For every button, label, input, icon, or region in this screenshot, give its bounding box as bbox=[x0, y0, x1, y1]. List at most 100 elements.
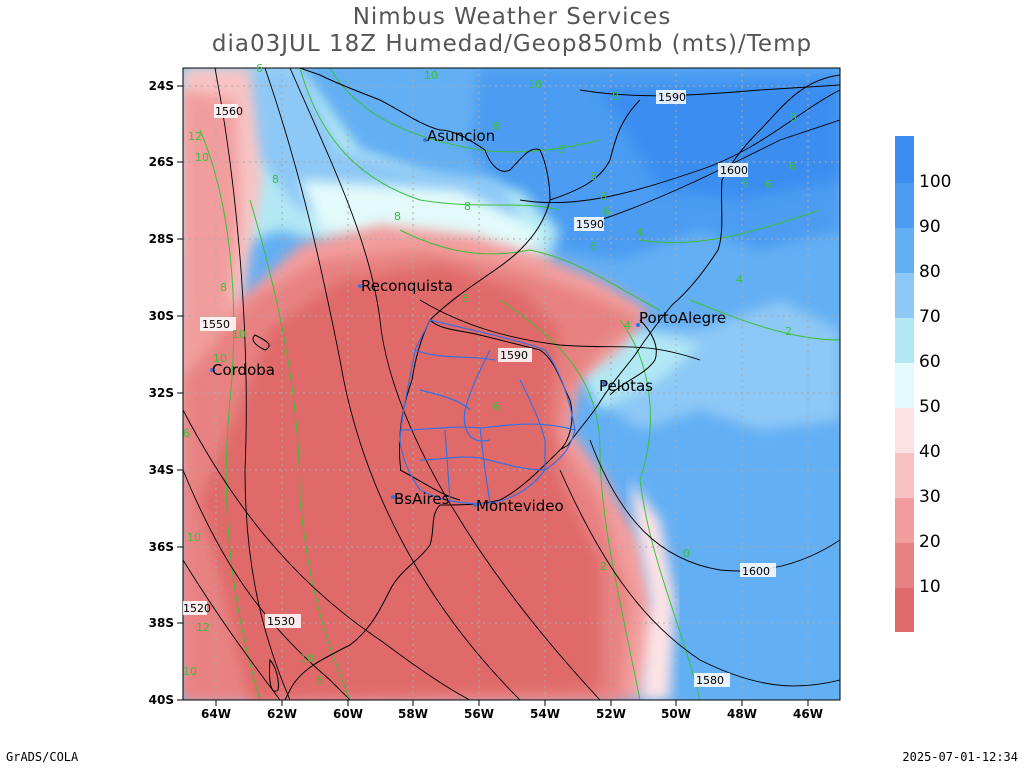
geop-label: 1520 bbox=[183, 602, 211, 615]
temp-label: 12 bbox=[188, 130, 202, 143]
temp-label: 6 bbox=[493, 400, 500, 413]
temp-label: 8 bbox=[590, 170, 597, 183]
city-dot bbox=[391, 495, 395, 499]
colorbar-swatch bbox=[895, 588, 914, 632]
temp-label: 8 bbox=[272, 173, 279, 186]
longitude-labels: 64W 62W 60W 58W 56W 54W 52W 50W 48W 46W bbox=[201, 707, 823, 721]
lat-label: 36S bbox=[149, 540, 174, 554]
temp-label: 8 bbox=[220, 281, 227, 294]
city-dot bbox=[423, 138, 427, 142]
colorbar-label: 80 bbox=[919, 262, 941, 282]
lon-label: 62W bbox=[267, 707, 297, 721]
city-label: Asuncion bbox=[427, 127, 495, 145]
city-label: Montevideo bbox=[476, 497, 564, 515]
lon-label: 54W bbox=[530, 707, 560, 721]
temp-label: 8 bbox=[394, 210, 401, 223]
geop-label: 1600 bbox=[720, 164, 748, 177]
geop-label: 1590 bbox=[576, 218, 604, 231]
latitude-labels: 24S 26S 28S 30S 32S 34S 36S 38S 40S bbox=[149, 79, 174, 707]
colorbar-swatch bbox=[895, 408, 914, 453]
colorbar-swatch bbox=[895, 543, 914, 588]
chart-title: Nimbus Weather Services bbox=[352, 4, 672, 30]
city-dot bbox=[473, 503, 477, 507]
uruguay-departments bbox=[399, 319, 576, 505]
city-label: BsAires bbox=[394, 490, 450, 508]
lon-label: 50W bbox=[661, 707, 691, 721]
city-label: PortoAlegre bbox=[639, 309, 726, 327]
geop-label: 1560 bbox=[215, 105, 243, 118]
temp-label: 6 bbox=[789, 160, 796, 173]
geop-label: 1590 bbox=[658, 91, 686, 104]
temp-label: 0 bbox=[683, 547, 690, 560]
lat-label: 34S bbox=[149, 463, 174, 477]
chart-subtitle: dia03JUL 18Z Humedad/Geop850mb (mts)/Tem… bbox=[211, 31, 813, 57]
lon-label: 60W bbox=[333, 707, 363, 721]
colorbar-label: 60 bbox=[919, 352, 941, 372]
lat-label: 28S bbox=[149, 232, 174, 246]
city-label: Pelotas bbox=[599, 377, 653, 395]
temp-label: 2 bbox=[600, 560, 607, 573]
temp-label: 8 bbox=[462, 292, 469, 305]
colorbar-label: 30 bbox=[919, 487, 941, 507]
colorbar-swatch bbox=[895, 363, 914, 408]
temp-label: 10 bbox=[195, 151, 209, 164]
temp-label: 8 bbox=[558, 143, 565, 156]
city-markers bbox=[210, 138, 640, 507]
colorbar-label: 70 bbox=[919, 307, 941, 327]
map-frame bbox=[182, 67, 841, 701]
lon-label: 58W bbox=[398, 707, 428, 721]
city-label: Cordoba bbox=[212, 361, 275, 379]
axis-ticks bbox=[177, 85, 809, 706]
temp-label: 10 bbox=[424, 69, 438, 82]
lat-label: 24S bbox=[149, 79, 174, 93]
colorbar-swatch bbox=[895, 498, 914, 543]
geop-label: 1580 bbox=[696, 674, 724, 687]
temp-label: 4 bbox=[636, 226, 643, 239]
colorbar-labels: 100 90 80 70 60 50 40 30 20 10 bbox=[919, 172, 951, 597]
temp-label: 10 bbox=[528, 78, 542, 91]
lat-label: 26S bbox=[149, 155, 174, 169]
lon-label: 46W bbox=[793, 707, 823, 721]
temp-label: 6 bbox=[603, 205, 610, 218]
lon-label: 48W bbox=[727, 707, 757, 721]
temp-label: 6 bbox=[590, 240, 597, 253]
temp-label: 8 bbox=[790, 111, 797, 124]
geopotential-labels: 1560 1590 1600 1590 1550 1590 1600 1580 … bbox=[183, 90, 776, 687]
temp-label: 8 bbox=[600, 190, 607, 203]
colorbar-label: 10 bbox=[919, 577, 941, 597]
lat-label: 40S bbox=[149, 693, 174, 707]
temp-label: 8 bbox=[316, 674, 323, 687]
temp-label: 10 bbox=[187, 531, 201, 544]
temp-label: 6 bbox=[183, 427, 190, 440]
footer-timestamp: 2025-07-01-12:34 bbox=[902, 750, 1018, 764]
colorbar-swatch bbox=[895, 453, 914, 498]
temp-label: 4 bbox=[736, 273, 743, 286]
humidity-field bbox=[183, 68, 840, 700]
lat-label: 32S bbox=[149, 386, 174, 400]
city-dot bbox=[210, 368, 214, 372]
temp-label: 4 bbox=[624, 319, 631, 332]
city-labels: Asuncion Reconquista PortoAlegre Cordoba… bbox=[212, 127, 726, 515]
lat-label: 38S bbox=[149, 616, 174, 630]
geop-label: 1600 bbox=[742, 565, 770, 578]
temp-label: 6 bbox=[742, 177, 749, 190]
geop-label: 1550 bbox=[202, 318, 230, 331]
temp-label: 12 bbox=[196, 621, 210, 634]
colorbar-swatch bbox=[895, 136, 914, 183]
lon-label: 52W bbox=[596, 707, 626, 721]
geop-label: 1530 bbox=[267, 615, 295, 628]
colorbar-label: 20 bbox=[919, 532, 941, 552]
temp-label: 8 bbox=[493, 120, 500, 133]
temp-label: 6 bbox=[765, 178, 772, 191]
colorbar-swatch bbox=[895, 273, 914, 318]
colorbar-swatch bbox=[895, 183, 914, 228]
lon-label: 64W bbox=[201, 707, 231, 721]
temp-label: 6 bbox=[256, 62, 263, 75]
temp-label: 8 bbox=[464, 200, 471, 213]
city-dot bbox=[636, 323, 640, 327]
temp-label: 8 bbox=[612, 90, 619, 103]
geopotential-contours bbox=[183, 68, 840, 700]
temp-label: 10 bbox=[300, 652, 314, 665]
temp-label: 10 bbox=[232, 328, 246, 341]
city-dot bbox=[358, 284, 362, 288]
